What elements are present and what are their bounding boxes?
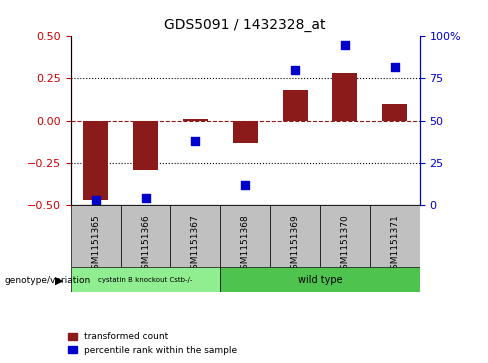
Point bbox=[341, 42, 349, 48]
Bar bbox=[133, 121, 158, 170]
Bar bbox=[183, 119, 208, 121]
Text: GSM1151368: GSM1151368 bbox=[241, 214, 250, 275]
Point bbox=[242, 182, 249, 188]
Bar bbox=[283, 90, 307, 121]
Text: GSM1151367: GSM1151367 bbox=[191, 214, 200, 275]
Title: GDS5091 / 1432328_at: GDS5091 / 1432328_at bbox=[164, 19, 326, 33]
Point bbox=[191, 138, 199, 144]
Legend: transformed count, percentile rank within the sample: transformed count, percentile rank withi… bbox=[68, 333, 237, 355]
FancyBboxPatch shape bbox=[370, 205, 420, 267]
Text: GSM1151369: GSM1151369 bbox=[290, 214, 300, 275]
Bar bbox=[382, 104, 407, 121]
Text: cystatin B knockout Cstb-/-: cystatin B knockout Cstb-/- bbox=[99, 277, 193, 282]
FancyBboxPatch shape bbox=[71, 267, 220, 292]
Text: wild type: wild type bbox=[298, 274, 342, 285]
FancyBboxPatch shape bbox=[121, 205, 170, 267]
Bar bbox=[83, 121, 108, 200]
Bar bbox=[332, 73, 357, 121]
FancyBboxPatch shape bbox=[71, 205, 121, 267]
Text: GSM1151370: GSM1151370 bbox=[341, 214, 349, 275]
FancyBboxPatch shape bbox=[270, 205, 320, 267]
FancyBboxPatch shape bbox=[220, 205, 270, 267]
Text: GSM1151366: GSM1151366 bbox=[141, 214, 150, 275]
Point bbox=[291, 67, 299, 73]
FancyBboxPatch shape bbox=[170, 205, 220, 267]
Text: ▶: ▶ bbox=[55, 275, 64, 285]
Point bbox=[391, 64, 399, 70]
Bar bbox=[233, 121, 258, 143]
Text: genotype/variation: genotype/variation bbox=[5, 276, 91, 285]
Text: GSM1151371: GSM1151371 bbox=[390, 214, 399, 275]
FancyBboxPatch shape bbox=[320, 205, 370, 267]
Point bbox=[92, 197, 100, 203]
Text: GSM1151365: GSM1151365 bbox=[91, 214, 100, 275]
Point bbox=[142, 195, 149, 201]
FancyBboxPatch shape bbox=[220, 267, 420, 292]
